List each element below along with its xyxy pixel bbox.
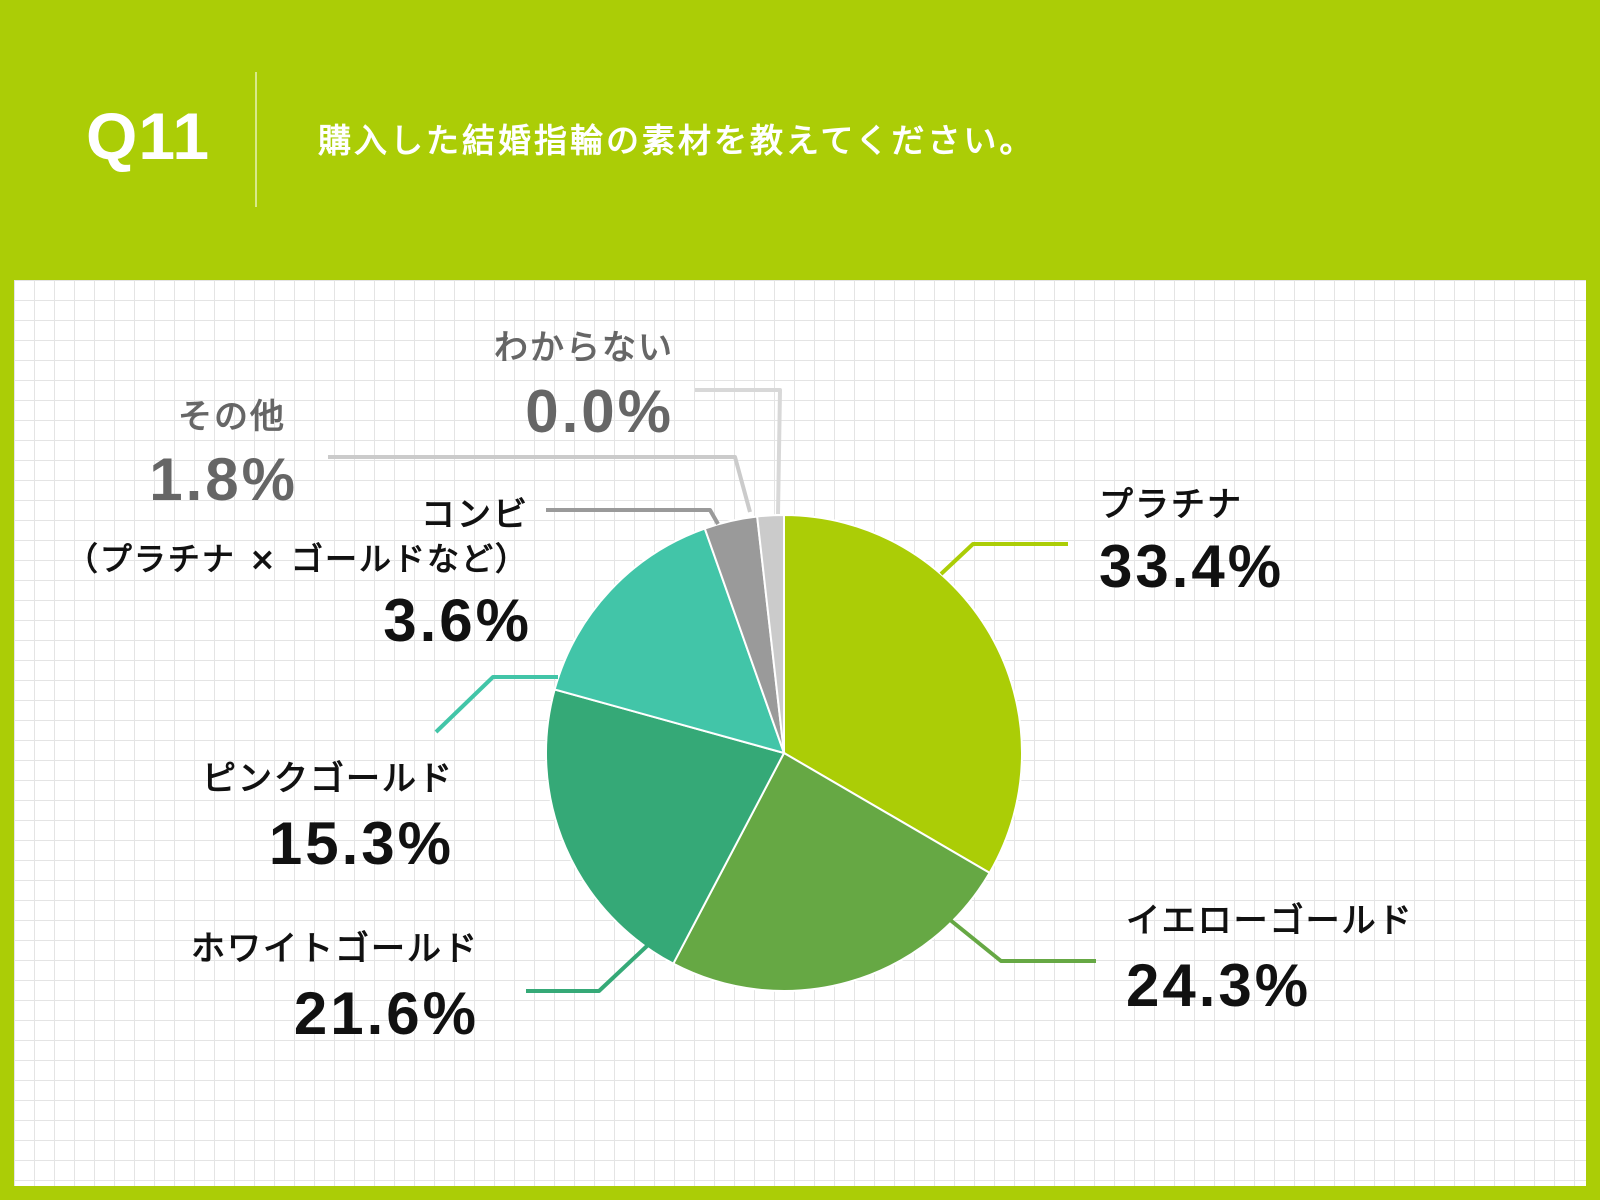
leader-line-platinum [939, 542, 1068, 576]
pie-slice-pink-gold [553, 527, 786, 755]
label-platinum: プラチナ [1099, 485, 1243, 525]
label-yellow-gold: イエローゴールド [1126, 901, 1414, 941]
label-combi: コンビ [421, 495, 529, 535]
value-label-other: 1.8% [149, 446, 298, 513]
leader-line-pink-gold [434, 675, 558, 734]
value-label-pink-gold: 15.3% [269, 810, 454, 877]
leader-line-white-gold [526, 943, 650, 993]
leader-line-combi [546, 508, 720, 525]
label-unknown: わからない [494, 328, 674, 368]
question-text: 購入した結婚指輪の素材を教えてください。 [318, 121, 1036, 160]
question-number: Q11 [86, 99, 211, 173]
pie-chart: プラチナ 33.4% イエローゴールド 24.3% ホワイトゴールド 21.6% ピンクゴー… [66, 328, 1414, 1047]
value-label-unknown: 0.0% [525, 378, 674, 445]
pie-slice-yellow-gold [671, 751, 991, 992]
pie-slice-platinum [783, 513, 1023, 875]
value-label-yellow-gold: 24.3% [1126, 952, 1311, 1019]
pie-slice-white-gold [545, 688, 786, 966]
sublabel-combi: （プラチナ × ゴールドなど） [66, 540, 529, 578]
value-label-platinum: 33.4% [1099, 533, 1284, 600]
label-white-gold: ホワイトゴールド [191, 929, 479, 969]
header-divider [255, 72, 257, 207]
value-label-combi: 3.6% [383, 587, 532, 654]
pie-slice-other [756, 513, 785, 754]
label-other: その他 [178, 397, 286, 437]
leader-line-other [328, 455, 752, 513]
question-header: Q11 購入した結婚指輪の素材を教えてください。 [0, 0, 1600, 280]
label-pink-gold: ピンクゴールド [202, 759, 454, 799]
value-label-white-gold: 21.6% [294, 980, 479, 1047]
chart-panel: プラチナ 33.4% イエローゴールド 24.3% ホワイトゴールド 21.6% ピンクゴー… [14, 280, 1586, 1186]
leader-line-yellow-gold [947, 917, 1096, 963]
leader-line-unknown [695, 388, 782, 515]
